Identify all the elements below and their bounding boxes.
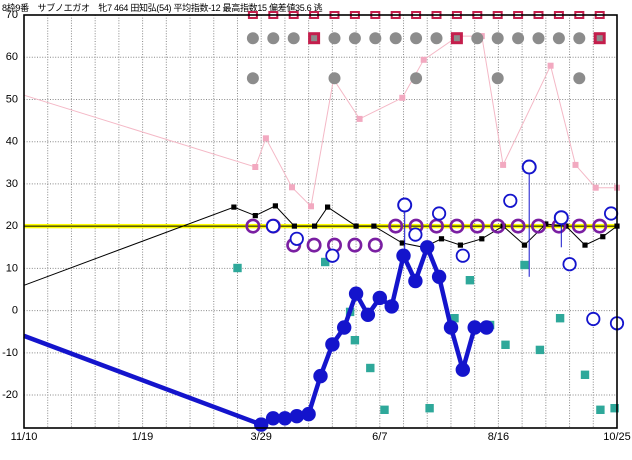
svg-text:0: 0 <box>12 305 18 317</box>
svg-text:50: 50 <box>6 93 18 105</box>
svg-text:-20: -20 <box>2 389 18 401</box>
svg-text:40: 40 <box>6 136 18 148</box>
svg-text:11/10: 11/10 <box>11 431 38 443</box>
svg-text:20: 20 <box>6 220 18 232</box>
svg-text:30: 30 <box>6 178 18 190</box>
svg-text:70: 70 <box>6 9 18 21</box>
svg-text:60: 60 <box>6 51 18 63</box>
svg-text:3/29: 3/29 <box>250 431 271 443</box>
svg-text:6/7: 6/7 <box>372 431 387 443</box>
svg-text:-10: -10 <box>2 347 18 359</box>
svg-text:1/19: 1/19 <box>132 431 153 443</box>
svg-text:10/25: 10/25 <box>603 431 631 443</box>
svg-text:10: 10 <box>6 262 18 274</box>
svg-text:8/16: 8/16 <box>488 431 509 443</box>
